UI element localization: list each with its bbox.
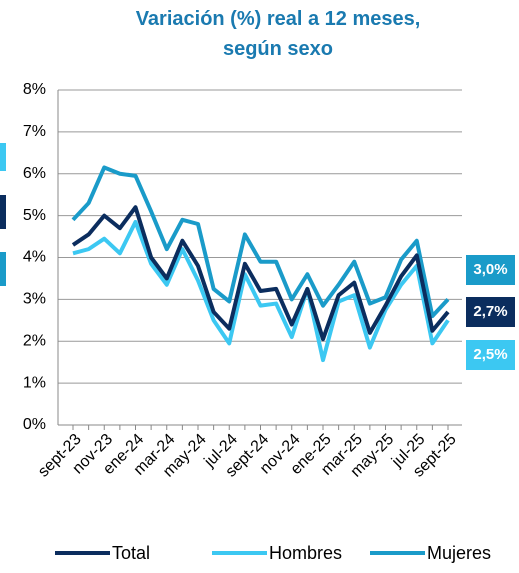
value-label-box xyxy=(466,255,515,285)
y-tick-label: 1% xyxy=(23,374,46,391)
series-line xyxy=(71,205,450,342)
y-tick-label: 0% xyxy=(23,416,46,433)
legend-label: Hombres xyxy=(269,543,342,563)
legend-label: Mujeres xyxy=(427,543,491,563)
value-label-box xyxy=(466,340,515,370)
y-tick-label: 6% xyxy=(23,165,46,182)
value-label: 3,0% xyxy=(473,261,507,278)
y-tick-label: 7% xyxy=(23,123,46,140)
value-label: 2,7% xyxy=(473,303,507,320)
series-line xyxy=(72,219,450,363)
cropped-box xyxy=(0,195,6,229)
cropped-box xyxy=(0,143,6,171)
cropped-box xyxy=(0,252,6,286)
y-tick-label: 5% xyxy=(23,207,46,224)
y-tick-label: 2% xyxy=(23,332,46,349)
value-label: 2,5% xyxy=(473,346,507,363)
legend-label: Total xyxy=(112,543,150,563)
y-tick-label: 3% xyxy=(23,291,46,308)
series-line xyxy=(71,165,450,319)
y-tick-label: 8% xyxy=(23,81,46,98)
chart-title: Variación (%) real a 12 meses, según sex… xyxy=(135,8,421,60)
value-label-box xyxy=(466,297,515,327)
y-tick-label: 4% xyxy=(23,249,46,266)
